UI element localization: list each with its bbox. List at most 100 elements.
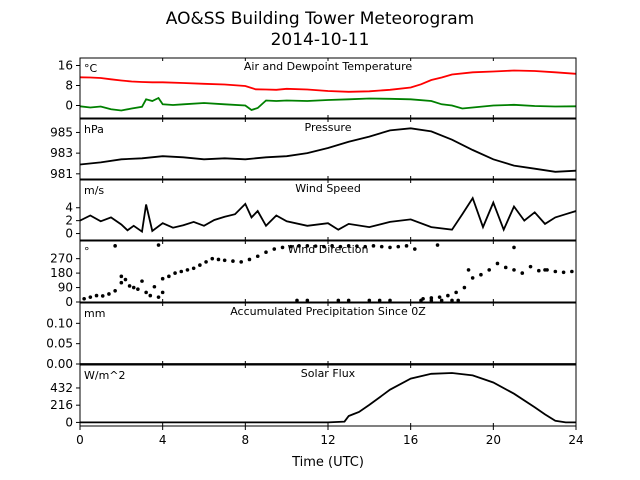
data-point — [198, 263, 202, 267]
data-point — [148, 293, 153, 298]
series-line-temperature-0 — [80, 69, 576, 93]
caption-wind-speed: Wind Speed — [295, 182, 361, 195]
x-axis-label: Time (UTC) — [291, 455, 364, 470]
unit-label-pressure: hPa — [84, 123, 104, 136]
data-point — [297, 244, 301, 248]
panel-precipitation: 0.00 0.05 0.10 mm Accumulated Precipitation … — [46, 302, 577, 371]
data-point — [512, 268, 516, 272]
ytick-label-pressure: 985 — [50, 125, 73, 139]
series-group-wind-speed — [80, 196, 576, 234]
data-point — [437, 295, 442, 299]
data-point — [377, 298, 382, 302]
unit-label-solar-flux: W/m^2 — [84, 369, 126, 382]
data-point — [144, 290, 148, 295]
data-point — [210, 256, 215, 261]
data-point — [528, 264, 533, 269]
ytick-label-precipitation: 0.00 — [46, 357, 73, 371]
x-axis: 0 4 8 12 16 20 24 — [76, 426, 584, 447]
ytick-label-wind-speed: 2 — [65, 214, 73, 228]
ytick-label-pressure: 981 — [50, 167, 73, 181]
data-point — [439, 298, 444, 302]
xtick-label: 8 — [242, 433, 250, 447]
series-group-temperature — [80, 69, 576, 112]
data-point — [379, 244, 384, 249]
ytick-label-temperature: 0 — [65, 99, 73, 113]
data-point — [543, 268, 547, 272]
data-point — [371, 244, 376, 248]
xtick-label: 20 — [486, 433, 501, 447]
caption-pressure: Pressure — [305, 121, 352, 134]
data-point — [167, 274, 171, 279]
data-point — [94, 293, 99, 298]
data-point — [435, 243, 440, 247]
data-point — [289, 244, 293, 249]
data-point — [231, 259, 235, 263]
data-point — [512, 245, 516, 250]
xtick-label: 24 — [568, 433, 583, 447]
ytick-label-pressure: 983 — [50, 146, 73, 160]
data-point — [388, 245, 392, 250]
data-point — [113, 288, 117, 293]
unit-label-precipitation: mm — [84, 307, 105, 320]
ytick-label-wind-direction: 0 — [65, 295, 73, 309]
data-point — [280, 245, 285, 250]
data-point — [336, 298, 341, 302]
data-point — [160, 290, 165, 295]
data-point — [479, 272, 483, 277]
data-point — [305, 298, 310, 302]
data-point — [88, 295, 93, 299]
data-point — [204, 260, 208, 264]
data-point — [100, 294, 105, 298]
data-point — [160, 276, 165, 281]
data-point — [363, 244, 368, 249]
chart-subtitle: 2014-10-11 — [271, 30, 370, 50]
series-group-solar-flux — [80, 372, 576, 424]
data-point — [119, 274, 124, 279]
data-point — [446, 293, 450, 298]
data-point — [553, 269, 558, 274]
data-point — [396, 244, 401, 249]
ytick-label-temperature: 16 — [58, 59, 73, 73]
data-point — [173, 271, 177, 275]
ytick-label-wind-speed: 0 — [65, 227, 73, 241]
data-point — [520, 271, 525, 275]
data-point — [462, 285, 467, 290]
data-point — [537, 268, 541, 273]
data-point — [570, 269, 574, 274]
data-point — [239, 260, 243, 264]
data-point — [305, 244, 310, 248]
series-line-wind-speed-0 — [80, 196, 576, 234]
ytick-label-precipitation: 0.10 — [46, 316, 73, 330]
chart-panels: 0 8 16 °C Air and Dewpoint Temperature 981 983… — [46, 57, 577, 429]
panel-temperature: 0 8 16 °C Air and Dewpoint Temperature — [58, 57, 577, 119]
caption-wind-direction: Wind Direction — [288, 243, 369, 256]
data-point — [264, 250, 268, 255]
data-point — [503, 265, 508, 270]
data-point — [123, 277, 128, 282]
panel-frame — [79, 240, 577, 303]
data-point — [450, 298, 454, 302]
ytick-label-solar-flux: 0 — [65, 415, 73, 429]
ytick-label-wind-direction: 180 — [50, 266, 73, 280]
data-point — [191, 266, 196, 271]
caption-temperature: Air and Dewpoint Temperature — [244, 60, 412, 73]
data-point — [404, 244, 409, 248]
data-point — [355, 244, 359, 248]
data-point — [113, 244, 117, 248]
data-point — [456, 298, 460, 302]
data-point — [330, 244, 334, 248]
series-line-temperature-1 — [80, 96, 576, 112]
ytick-label-wind-direction: 270 — [50, 252, 73, 266]
xtick-label: 12 — [320, 433, 335, 447]
data-point — [131, 285, 136, 290]
xtick-label: 16 — [403, 433, 418, 447]
data-point — [466, 268, 471, 272]
data-point — [470, 276, 475, 280]
panel-wind-speed: 024 m/s Wind Speed — [65, 179, 577, 241]
xtick-label: 4 — [159, 433, 167, 447]
data-point — [388, 298, 392, 302]
panel-frame — [79, 302, 577, 365]
